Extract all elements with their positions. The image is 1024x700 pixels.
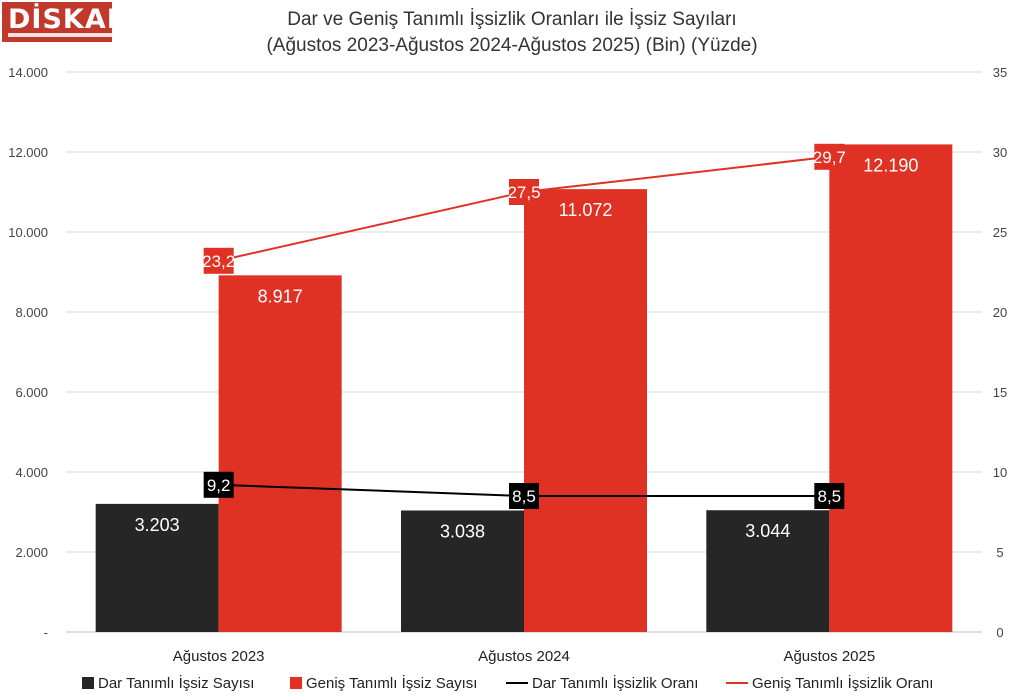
y-left-tick-label: 14.000: [8, 65, 48, 80]
y-right-tick-label: 25: [993, 225, 1007, 240]
bar-genis-sayi: [524, 189, 647, 632]
y-left-tick-label: 6.000: [15, 385, 48, 400]
chart-subtitle: (Ağustos 2023-Ağustos 2024-Ağustos 2025)…: [266, 35, 758, 56]
y-right-tick-label: 35: [993, 65, 1007, 80]
y-right-tick-label: 30: [993, 145, 1007, 160]
y-left-tick-label: 2.000: [15, 545, 48, 560]
bar-data-label: 3.203: [135, 515, 180, 535]
legend-item-genis-oran: Geniş Tanımlı İşsizlik Oranı: [726, 672, 933, 694]
legend-label-dar-sayi: Dar Tanımlı İşsiz Sayısı: [98, 674, 255, 692]
bar-data-label: 11.072: [559, 200, 613, 220]
y-right-tick-label: 0: [996, 625, 1003, 640]
bar-data-label: 3.044: [745, 521, 790, 541]
x-category-label: Ağustos 2024: [478, 648, 570, 665]
y-left-tick-label: 12.000: [8, 145, 48, 160]
line-label-box: [509, 179, 539, 205]
line-data-label: 29,7: [813, 148, 846, 167]
y-left-tick-label: 8.000: [15, 305, 48, 320]
legend-label-dar-oran: Dar Tanımlı İşsizlik Oranı: [532, 674, 699, 692]
legend-label-genis-sayi: Geniş Tanımlı İşsiz Sayısı: [306, 674, 478, 692]
logo-text: DİSKAR: [8, 4, 129, 35]
y-right-tick-label: 15: [993, 385, 1007, 400]
legend-swatch-dar-oran: [506, 682, 528, 684]
diskar-logo: DİSKAR: [2, 2, 128, 42]
line-label-box: [203, 247, 234, 274]
bar-dar-sayi: [401, 510, 524, 632]
legend-swatch-genis-oran: [726, 682, 748, 684]
legend-swatch-genis-sayi: [290, 677, 302, 689]
legend-swatch-dar-sayi: [82, 677, 94, 689]
y-right-tick-label: 20: [993, 305, 1007, 320]
bar-dar-sayi: [95, 503, 219, 632]
legend-item-genis-sayi: Geniş Tanımlı İşsiz Sayısı: [290, 672, 477, 694]
legend-item-dar-sayi: Dar Tanımlı İşsiz Sayısı: [82, 672, 254, 694]
bar-data-label: 3.038: [440, 521, 485, 541]
logo-tagline-strip: [8, 33, 112, 37]
x-category-label: Ağustos 2025: [783, 648, 875, 665]
y-left-tick-label: 10.000: [8, 225, 48, 240]
line-data-label: 8,5: [818, 487, 842, 506]
line-label-box: [814, 483, 845, 509]
y-left-tick-label: 4.000: [15, 465, 48, 480]
line-data-label: 8,5: [512, 487, 536, 506]
bar-genis-sayi: [218, 275, 342, 632]
y-right-tick-label: 5: [996, 545, 1003, 560]
legend-label-genis-oran: Geniş Tanımlı İşsizlik Oranı: [752, 674, 934, 692]
x-category-label: Ağustos 2023: [173, 648, 265, 665]
y-left-tick-label: -: [44, 625, 48, 640]
line-data-label: 23,2: [202, 252, 235, 271]
chart-legend: Dar Tanımlı İşsiz Sayısı Geniş Tanımlı İ…: [0, 672, 1024, 696]
line-label-box: [203, 471, 234, 498]
line-data-label: 27,5: [507, 183, 540, 202]
bar-genis-sayi: [829, 144, 953, 632]
y-right-tick-label: 10: [993, 465, 1007, 480]
bar-data-label: 8.917: [258, 286, 303, 306]
legend-item-dar-oran: Dar Tanımlı İşsizlik Oranı: [506, 672, 698, 694]
bar-dar-sayi: [706, 510, 830, 632]
line-label-box: [509, 483, 539, 509]
bar-data-label: 12.190: [863, 155, 918, 175]
chart-title: Dar ve Geniş Tanımlı İşsizlik Oranları i…: [287, 9, 737, 30]
line-data-label: 9,2: [207, 476, 231, 495]
line-label-box: [814, 143, 845, 170]
chart-plot-area: - 2.000 4.000 6.000 8.000 10.000 12.000 14.000 0…: [8, 65, 1007, 665]
